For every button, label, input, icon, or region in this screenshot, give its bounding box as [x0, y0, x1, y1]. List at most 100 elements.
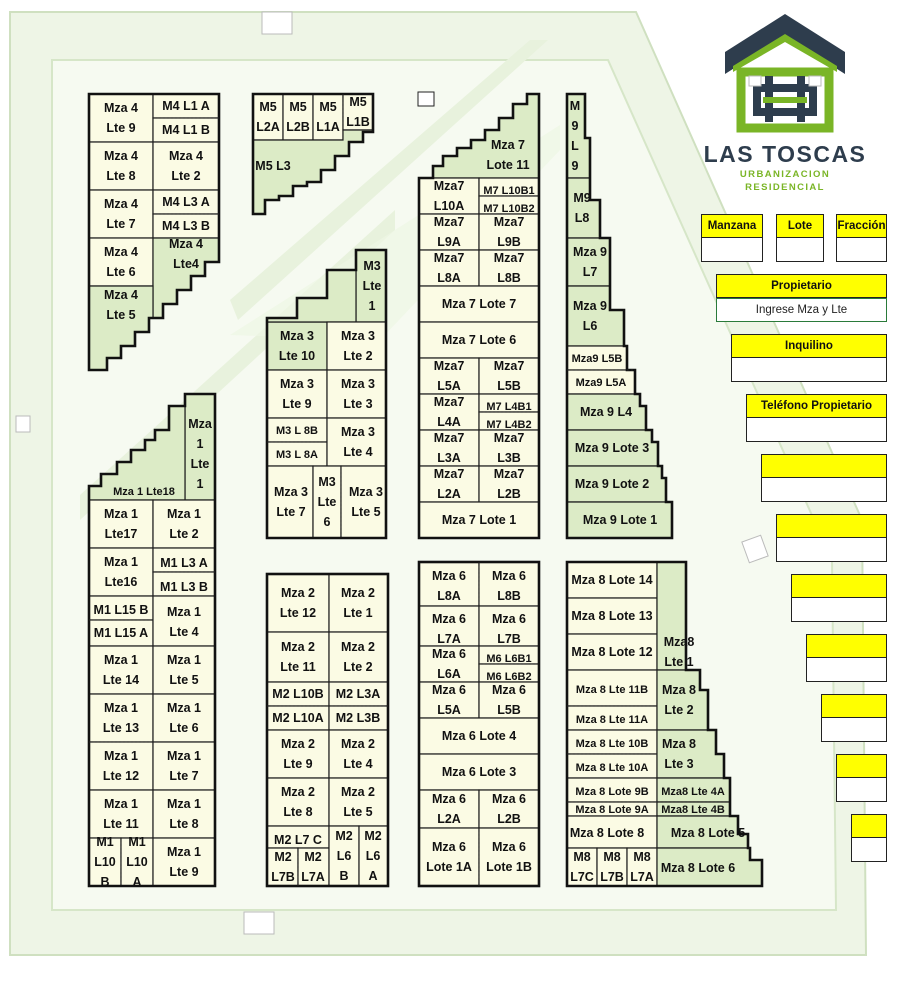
lot-label[interactable]: M5 L1A	[316, 100, 340, 134]
lot-label[interactable]: Mza 8 Lte 3	[662, 737, 696, 771]
lot-label[interactable]: Mza 1 Lte 4	[167, 605, 201, 639]
lot-label[interactable]: Mza7 L8B	[494, 251, 525, 285]
lot-label[interactable]: Mza 2 Lte 9	[281, 737, 315, 771]
lot-label[interactable]: M2 L7B	[271, 850, 295, 884]
lot-label[interactable]: M2 L6 B	[335, 829, 352, 883]
lot-label[interactable]: Mza 8 Lote 14	[571, 573, 652, 587]
lot-label[interactable]: M1 L3 B	[160, 580, 208, 594]
lot-label[interactable]: M2 L10B	[272, 687, 323, 701]
lot-label[interactable]: M3 L 8A	[276, 449, 318, 461]
inquilino-input[interactable]	[731, 358, 887, 382]
lot-label[interactable]: Mza 8 Lote 9B	[575, 786, 648, 798]
lot-label[interactable]: Mza 1 Lte 13	[103, 701, 139, 735]
lot-label[interactable]: Mza 1 Lte 14	[103, 653, 139, 687]
lot-label[interactable]: M2 L3B	[336, 711, 380, 725]
lot-label[interactable]: M3 L 8B	[276, 425, 318, 437]
lot-label[interactable]: Mza 4 Lte 8	[104, 149, 138, 183]
lot-label[interactable]: Mza 7 Lote 7	[442, 297, 516, 311]
lot-label[interactable]: Mza 8 Lote 8	[570, 826, 644, 840]
lot-label[interactable]: Mza 6 L7B	[492, 612, 526, 646]
lot-label[interactable]: Mza 7 Lote 1	[442, 513, 516, 527]
lot-label[interactable]: Mza 1 Lte16	[104, 555, 138, 589]
lot-label[interactable]: M2 L6 A	[364, 829, 381, 883]
lot-label[interactable]: M3 Lte 1	[363, 259, 382, 313]
lot-label[interactable]: Mza 4 Lte 9	[104, 101, 138, 135]
lot-label[interactable]: Mza 6 Lote 1A	[426, 840, 472, 874]
lot-label[interactable]: Mza 8 Lote 9A	[575, 804, 648, 816]
lot-label[interactable]: Mza8 Lte 4A	[661, 786, 725, 798]
lot-label[interactable]: M4 L1 A	[162, 99, 209, 113]
lot-label[interactable]: Mza 1 Lte 8	[167, 797, 201, 831]
lot-label[interactable]: Mza 8 Lte 2	[662, 683, 696, 717]
lot-label[interactable]: Mza 6 L5A	[432, 683, 466, 717]
lot-label[interactable]: Mza 7 Lote 11	[486, 138, 529, 172]
lot-label[interactable]: Mza 8 Lote 12	[571, 645, 652, 659]
lot-label[interactable]: Mza 9 Lote 2	[575, 477, 649, 491]
lot-label[interactable]: Mza 8 Lte 10B	[576, 738, 649, 750]
extra-input[interactable]	[806, 658, 887, 682]
lot-label[interactable]: Mza 8 Lte 11A	[576, 714, 648, 726]
lot-label[interactable]: Mza 4 Lte4	[169, 237, 203, 271]
lot-label[interactable]: Mza 1 Lte 6	[167, 701, 201, 735]
lot-label[interactable]: M2 L7A	[301, 850, 325, 884]
lot-label[interactable]: Mza 4 Lte 2	[169, 149, 203, 183]
lot-label[interactable]: Mza 6 L2A	[432, 792, 466, 826]
lot-label[interactable]: Mza7 L3B	[494, 431, 525, 465]
extra-input[interactable]	[836, 778, 887, 802]
lot-label[interactable]: M1 L10 A	[126, 835, 148, 889]
lot-label[interactable]: M2 L7 C	[274, 833, 322, 847]
lot-label[interactable]: M8 L7C	[570, 850, 594, 884]
lote-input[interactable]	[776, 238, 824, 262]
lot-label[interactable]: Mza 6 Lote 1B	[486, 840, 532, 874]
lot-label[interactable]: Mza7 L9A	[434, 215, 465, 249]
lot-label[interactable]: Mza 1 Lte18	[113, 486, 175, 498]
lot-label[interactable]: M5 L1B	[346, 95, 370, 129]
lot-label[interactable]: M2 L10A	[272, 711, 323, 725]
lot-label[interactable]: Mza 2 Lte 11	[280, 640, 315, 674]
lot-label[interactable]: Mza 6 L7A	[432, 612, 466, 646]
lot-label[interactable]: Mza 8 Lote 6	[661, 861, 735, 875]
lot-label[interactable]: Mza7 L10A	[434, 179, 465, 213]
lot-label[interactable]: M5 L2A	[256, 100, 280, 134]
lot-label[interactable]: Mza 8 Lote 13	[571, 609, 652, 623]
lot-label[interactable]: Mza 1 Lte 7	[167, 749, 201, 783]
lot-label[interactable]: M7 L4B1	[486, 401, 531, 413]
lot-label[interactable]: M2 L3A	[336, 687, 380, 701]
lot-label[interactable]: M4 L1 B	[162, 123, 210, 137]
lot-label[interactable]: Mza7 L4A	[434, 395, 465, 429]
lot-label[interactable]: Mza 2 Lte 1	[341, 586, 375, 620]
lot-label[interactable]: M1 L10 B	[94, 835, 116, 889]
lot-label[interactable]: Mza 1 Lte 2	[167, 507, 201, 541]
lot-label[interactable]: Mza 9 L6	[573, 299, 607, 333]
fraccion-input[interactable]	[836, 238, 887, 262]
lot-label[interactable]: Mza 4 Lte 7	[104, 197, 138, 231]
lot-label[interactable]: M7 L4B2	[486, 419, 531, 431]
lot-label[interactable]: Mza7 L2B	[494, 467, 525, 501]
lot-label[interactable]: M8 L7B	[600, 850, 624, 884]
lot-label[interactable]: Mza 2 Lte 4	[341, 737, 375, 771]
lot-label[interactable]: M5 L3	[255, 159, 290, 173]
lot-label[interactable]: M6 L6B1	[486, 653, 531, 665]
lot-label[interactable]: Mza8 Lte 4B	[661, 804, 725, 816]
lot-label[interactable]: M1 L3 A	[160, 556, 207, 570]
lot-label[interactable]: Mza 2 Lte 12	[280, 586, 316, 620]
lot-label[interactable]: Mza 2 Lte 5	[341, 785, 375, 819]
lot-label[interactable]: Mza 3 Lte 9	[280, 377, 314, 411]
lot-label[interactable]: M7 L10B1	[483, 185, 534, 197]
lot-label[interactable]: Mza9 L5B	[572, 353, 623, 365]
lot-label[interactable]: Mza 1 Lte17	[104, 507, 138, 541]
extra-input[interactable]	[776, 538, 887, 562]
lot-label[interactable]: Mza7 L2A	[434, 467, 465, 501]
lot-label[interactable]: Mza7 L9B	[494, 215, 525, 249]
lot-label[interactable]: Mza 4 Lte 5	[104, 288, 138, 322]
lot-label[interactable]: M5 L2B	[286, 100, 310, 134]
lot-label[interactable]: Mza7 L3A	[434, 431, 465, 465]
lot-label[interactable]: Mza8 Lte 1	[664, 635, 695, 669]
lot-label[interactable]: Mza 1 Lte 12	[103, 749, 139, 783]
lot-label[interactable]: Mza 8 Lote 5	[671, 826, 745, 840]
lot-label[interactable]: M7 L10B2	[483, 203, 534, 215]
lot-label[interactable]: Mza 8 Lte 10A	[576, 762, 649, 774]
lot-label[interactable]: Mza 6 Lote 4	[442, 729, 516, 743]
extra-input[interactable]	[821, 718, 887, 742]
